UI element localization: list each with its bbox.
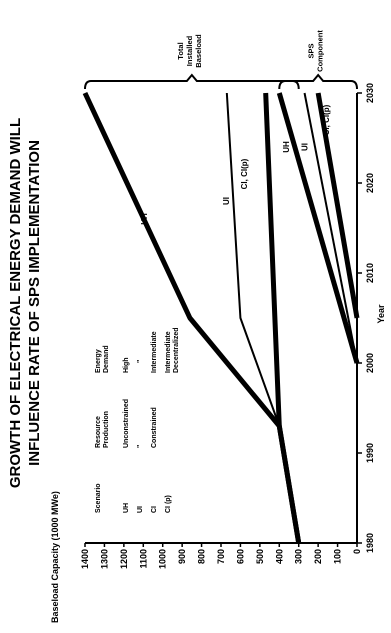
y-tick-label: 1300: [99, 549, 109, 569]
x-axis-label: Year: [376, 304, 386, 324]
axes: 0 100 200 300 400 500 600 700 800 900 1000 1100 1200…: [80, 83, 375, 569]
y-tick-label: 1000: [158, 549, 168, 569]
x-tick-label: 2020: [365, 173, 375, 193]
legend-demand: Intermediate: [165, 331, 172, 373]
legend-demand: Intermediate: [151, 331, 158, 373]
y-tick-label: 500: [255, 549, 265, 564]
legend-demand-ditto: ": [137, 360, 144, 363]
y-tick-label: 600: [235, 549, 245, 564]
y-tick-label: 1100: [138, 549, 148, 569]
y-tick-label: 1200: [119, 549, 129, 569]
series-line-sps_ci: [315, 92, 360, 319]
legend-scenario: UI: [137, 506, 144, 513]
x-tick-label: 2030: [365, 83, 375, 103]
legend-header: Scenario: [95, 483, 102, 513]
y-tick-label: 900: [177, 549, 187, 564]
group-label-word: Baseload: [194, 34, 203, 68]
x-tick-label: 2000: [365, 353, 375, 373]
legend-scenario: UH: [123, 503, 130, 513]
series-labels: UH UI CI, CI(p) UH UI CI, CI(p): [140, 104, 331, 224]
series-line-sps_uh: [276, 92, 360, 364]
group-brace: [84, 73, 300, 90]
x-tick-label: 2010: [365, 263, 375, 283]
chart-title-line-1: GROWTH OF ELECTRICAL ENERGY DEMAND WILL: [7, 118, 24, 488]
x-tick-label: 1990: [365, 443, 375, 463]
series-label-sps_ui: UI: [300, 143, 309, 151]
series-line-sps_ui: [303, 92, 358, 364]
series-lines: [82, 91, 360, 544]
legend-production: Constrained: [151, 407, 158, 448]
series-label-total_uh: UH: [140, 213, 149, 225]
y-tick-label: 100: [333, 549, 343, 564]
series-label-total_ci: CI, CI(p): [240, 158, 249, 189]
legend: Scenario Resource Production Energy Demand UH…: [95, 327, 180, 513]
series-line-total_ci: [263, 92, 302, 544]
legend-scenario: CI: [151, 506, 158, 513]
group-label-word: Component: [316, 30, 325, 72]
series-label-total_ui: UI: [222, 197, 231, 205]
legend-header: Energy: [95, 349, 102, 373]
legend-demand: High: [123, 357, 130, 373]
legend-header: Demand: [103, 345, 110, 373]
series-label-sps_ci: CI, CI(p): [322, 104, 331, 135]
y-tick-label: 400: [274, 549, 284, 564]
legend-header: Production: [103, 411, 110, 448]
y-tick-label: 800: [197, 549, 207, 564]
legend-scenario: CI (p): [165, 495, 172, 513]
x-tick-label: 1980: [365, 533, 375, 553]
group-label-word: Installed: [185, 35, 194, 66]
legend-production: Unconstrained: [123, 399, 130, 448]
series-label-sps_uh: UH: [282, 141, 291, 153]
group-label-word: SPS: [307, 43, 316, 58]
legend-production: ": [137, 445, 144, 448]
group-label-word: Total: [176, 42, 185, 59]
y-tick-label: 700: [216, 549, 226, 564]
y-tick-label: 1400: [80, 549, 90, 569]
y-axis-label: Baseload Capacity (1000 MWe): [50, 491, 60, 623]
legend-demand: Decentralized: [173, 327, 180, 373]
y-tick-label: 300: [294, 549, 304, 564]
group-brace: [278, 73, 358, 90]
y-tick-label: 0: [352, 549, 362, 554]
chart-title-line-2: INFLUENCE RATE OF SPS IMPLEMENTATION: [26, 140, 43, 466]
group-braces: Total Installed Baseload SPS Component: [84, 30, 358, 90]
legend-header: Resource: [95, 416, 102, 448]
y-tick-label: 200: [313, 549, 323, 564]
